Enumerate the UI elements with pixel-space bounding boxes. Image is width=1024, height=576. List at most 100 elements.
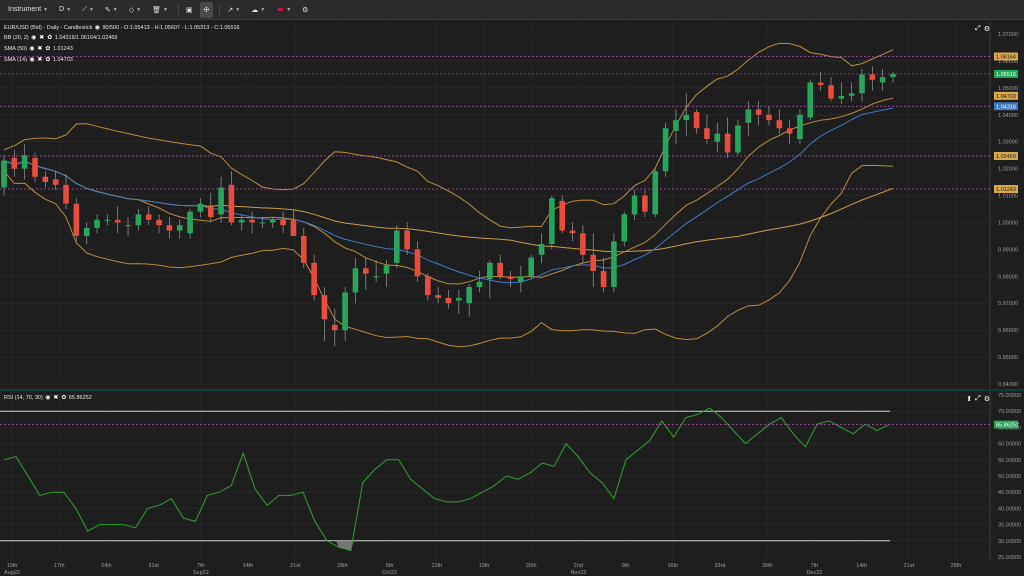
x-tick-label: 31st [148,563,159,569]
close-icon[interactable]: ✖ [39,35,45,41]
trash-button[interactable]: 🗑 ▼ [148,2,172,18]
candle-body [890,73,896,78]
y-tick-label: 50.00000 [998,474,1021,480]
layout-icon: ▣ [185,6,193,14]
chevron-down-icon: ▼ [162,6,168,13]
candle-body [269,219,276,223]
toolbar-divider [219,3,221,16]
gear-icon[interactable]: ✿ [47,35,53,41]
candle-body [755,109,762,115]
candle-body [838,95,845,99]
candle-body [879,77,886,83]
close-icon[interactable]: ✖ [37,57,43,63]
rsi-chart[interactable]: 75.0000070.0000065.0000060.0000055.00000… [0,391,1024,561]
candle-body [683,114,690,121]
candle-body [518,276,524,282]
language-button[interactable]: ▼ [272,2,295,18]
x-tick-sublabel: Nov22 [570,570,586,576]
panel-divider[interactable] [0,389,1024,391]
x-tick-label: 26th [526,563,537,569]
y-tick-label: 0.95000 [998,355,1018,361]
x-tick-label: 28th [951,563,962,569]
chevron-down-icon: ▼ [235,6,241,13]
eye-icon[interactable]: ◉ [29,46,35,52]
arrow-button[interactable]: ↗ ▼ [223,2,244,18]
gear-icon[interactable]: ✿ [45,46,51,52]
arrow-up-icon[interactable]: ⬆ [966,396,973,403]
expand-icon[interactable]: ⤢ [975,395,981,402]
gear-icon[interactable]: ⚙ [983,26,990,33]
cloud-button[interactable]: ☁ ▼ [247,2,269,18]
y-tick-label: 1.00000 [998,220,1018,226]
price-tag-label: 1.01243 [996,187,1016,193]
price-tag [994,52,1018,61]
ohlc-readout: 90/500 - O:1.05413 - H:1.05607 - L:1.053… [102,25,240,31]
crosshair-button[interactable]: ✣ [199,1,214,18]
candle-body [580,233,586,255]
timeframe-dropdown[interactable]: D ▼ [55,2,75,18]
legend-bb: BB (20, 2) ◉ ✖ ✿ 1.04316/1.06164/1.02469 [4,35,117,41]
y-tick-label: 0.97000 [998,301,1018,307]
bb-values: 1.04316/1.06164/1.02469 [54,35,118,41]
candle-body [807,82,814,118]
instrument-dropdown[interactable]: Instrument ▼ [4,2,52,18]
gear-icon[interactable]: ✿ [45,57,51,63]
sma50-line [3,160,894,253]
candle-body [445,297,452,304]
y-tick-label: 60.00000 [998,442,1021,448]
y-tick-label: 70.00000 [998,409,1021,415]
shapes-button[interactable]: ◇ ▼ [125,2,145,18]
candle-body [176,225,183,231]
expand-icon[interactable]: ⤢ [975,25,981,32]
timeframe-label: D [59,6,65,13]
candle-body [549,198,555,244]
candle-body [435,295,441,298]
gear-icon[interactable]: ⚙ [983,396,990,403]
y-tick-label: 1.04000 [998,113,1018,119]
candle-body [497,262,503,277]
candle-body [352,268,359,293]
y-tick-label: 35.00000 [998,523,1021,529]
close-icon[interactable]: ✖ [53,395,59,401]
candle-body [735,125,741,153]
candle-body [642,195,648,212]
cloud-icon: ☁ [251,6,259,14]
pencil-button[interactable]: ✎ ▼ [101,2,122,18]
price-chart-panel[interactable]: 1.07000 1.06000 1.05000 1.04000 1.03000 1.020… [0,22,1024,388]
y-tick-label: 1.01000 [998,194,1018,200]
x-tick-sublabel: Aug22 [4,570,20,576]
line-tool-button[interactable]: ⟋ ▼ [78,2,98,18]
instrument-label: Instrument [8,6,42,13]
candle-body [786,128,793,134]
rsi-panel[interactable]: 75.0000070.0000065.0000060.0000055.00000… [0,391,1024,561]
candle-body [218,187,224,215]
candle-body [156,219,162,226]
eye-icon[interactable]: ◉ [45,395,51,401]
candle-body [652,171,659,215]
x-tick-label: 7th [197,563,205,569]
eye-icon[interactable]: ◉ [31,35,37,41]
gear-icon[interactable]: ✿ [61,395,67,401]
layout-button[interactable]: ▣ [182,2,197,18]
y-tick-label: 55.00000 [998,458,1021,464]
price-tag [994,184,1018,193]
candle-body [414,249,421,277]
candle-body [456,297,462,301]
time-axis-bg [0,561,1024,576]
candle-body [73,203,80,236]
price-chart[interactable]: 1.07000 1.06000 1.05000 1.04000 1.03000 1.020… [0,22,1024,388]
settings-button[interactable]: ⚙ [298,2,312,18]
candle-body [135,214,142,226]
rsi-value: 65.86252 [68,395,92,401]
bb-middle-line [3,107,894,284]
rsi-oversold-fill [335,540,354,551]
main-panel-controls: ⤢ ⚙ [975,25,990,33]
eye-icon[interactable]: ◉ [29,57,35,63]
candle-body [797,114,803,139]
candle-body [238,219,245,223]
close-icon[interactable]: ✖ [37,46,43,52]
candle-body [228,184,235,223]
candle-body [42,176,49,183]
eye-icon[interactable]: ◉ [94,25,100,31]
